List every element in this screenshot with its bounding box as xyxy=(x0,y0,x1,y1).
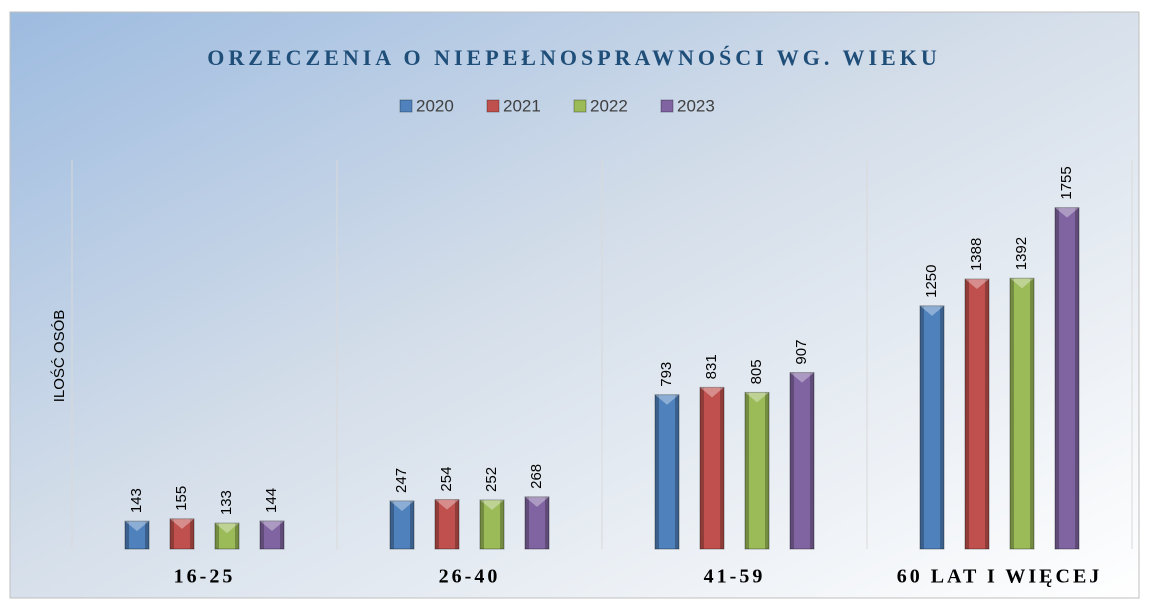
bar-bevel xyxy=(1010,278,1034,289)
bar-bevel xyxy=(260,520,284,531)
data-label: 1250 xyxy=(923,265,940,298)
bar-shade xyxy=(655,394,659,549)
data-label: 268 xyxy=(528,464,545,489)
bar-shade xyxy=(965,279,969,549)
bar-shade xyxy=(920,305,924,549)
x-tick-label: 41-59 xyxy=(704,566,766,588)
bar-bevel xyxy=(525,496,549,507)
data-label: 254 xyxy=(438,467,455,492)
data-label: 907 xyxy=(793,340,810,365)
bar-shade xyxy=(1030,278,1034,549)
data-label: 1392 xyxy=(1013,237,1030,270)
bar-bevel xyxy=(655,394,679,405)
bar xyxy=(699,386,725,550)
data-label: 805 xyxy=(748,359,765,384)
data-label: 793 xyxy=(658,362,675,387)
bar-shade xyxy=(390,500,394,549)
x-tick-label: 16-25 xyxy=(174,566,236,588)
legend-label: 2021 xyxy=(503,96,541,115)
bar xyxy=(389,500,415,550)
data-label: 144 xyxy=(263,488,280,513)
data-label: 247 xyxy=(393,468,410,493)
data-label: 143 xyxy=(128,488,145,513)
bar-bevel xyxy=(390,500,414,511)
data-label: 831 xyxy=(703,354,720,379)
bar-shade xyxy=(480,499,484,549)
bar-shade xyxy=(435,499,439,549)
bar-bevel xyxy=(480,499,504,510)
bar-shade xyxy=(720,387,724,549)
legend-label: 2020 xyxy=(416,96,454,115)
bar xyxy=(214,522,240,550)
bar xyxy=(789,372,815,550)
bar xyxy=(1009,277,1035,550)
data-label: 133 xyxy=(218,490,235,515)
bar xyxy=(1054,207,1080,550)
bar-shade xyxy=(765,392,769,549)
bar-bevel xyxy=(965,279,989,290)
bar-shade xyxy=(500,499,504,549)
bar-shade xyxy=(985,279,989,549)
bar xyxy=(479,499,505,550)
legend-swatch xyxy=(660,99,674,113)
bar xyxy=(964,278,990,550)
bar-shade xyxy=(700,387,704,549)
bar-shade xyxy=(675,394,679,549)
bar-shade xyxy=(145,521,149,549)
data-label: 155 xyxy=(173,486,190,511)
bar-bevel xyxy=(700,387,724,398)
bar xyxy=(919,305,945,550)
data-label: 1388 xyxy=(968,238,985,271)
bar-bevel xyxy=(125,521,149,532)
bar-shade xyxy=(1055,207,1059,549)
x-tick-label: 60 LAT I WIĘCEJ xyxy=(897,566,1103,588)
bar-bevel xyxy=(745,392,769,403)
bar-bevel xyxy=(170,518,194,529)
y-axis-label: ILOŚĆ OSÓB xyxy=(50,310,68,403)
bar xyxy=(124,520,150,550)
bar-bevel xyxy=(790,372,814,383)
bar xyxy=(524,496,550,550)
bar-shade xyxy=(280,520,284,549)
legend-swatch xyxy=(573,99,587,113)
bar-bevel xyxy=(215,523,239,534)
bar-shade xyxy=(170,518,174,549)
bar xyxy=(654,394,680,550)
bar-shade xyxy=(235,523,239,549)
bar-shade xyxy=(940,305,944,549)
legend-swatch xyxy=(399,99,413,113)
separators xyxy=(71,160,1133,549)
legend-label: 2023 xyxy=(677,96,715,115)
bar-shade xyxy=(790,372,794,549)
bar xyxy=(744,391,770,550)
bar-shade xyxy=(410,500,414,549)
bar-shade xyxy=(525,496,529,549)
x-tick-label: 26-40 xyxy=(439,566,501,588)
chart-title: ORZECZENIA O NIEPEŁNOSPRAWNOŚCI WG. WIEK… xyxy=(207,45,940,70)
bar-shade xyxy=(190,518,194,549)
bar-bevel xyxy=(1055,207,1079,218)
bar-bevel xyxy=(435,499,459,510)
bar-shade xyxy=(215,523,219,549)
bar-shade xyxy=(745,392,749,549)
legend-label: 2022 xyxy=(590,96,628,115)
bar-shade xyxy=(810,372,814,549)
bar-shade xyxy=(545,496,549,549)
bar xyxy=(169,518,195,550)
data-label: 1755 xyxy=(1058,166,1075,199)
bar xyxy=(434,499,460,550)
bar-shade xyxy=(455,499,459,549)
bar-shade xyxy=(125,521,129,549)
data-label: 252 xyxy=(483,467,500,492)
bar-shade xyxy=(1010,278,1014,549)
bar-shade xyxy=(260,520,264,549)
bar xyxy=(259,520,285,550)
bar-bevel xyxy=(920,305,944,316)
legend-swatch xyxy=(486,99,500,113)
bar-shade xyxy=(1075,207,1079,549)
